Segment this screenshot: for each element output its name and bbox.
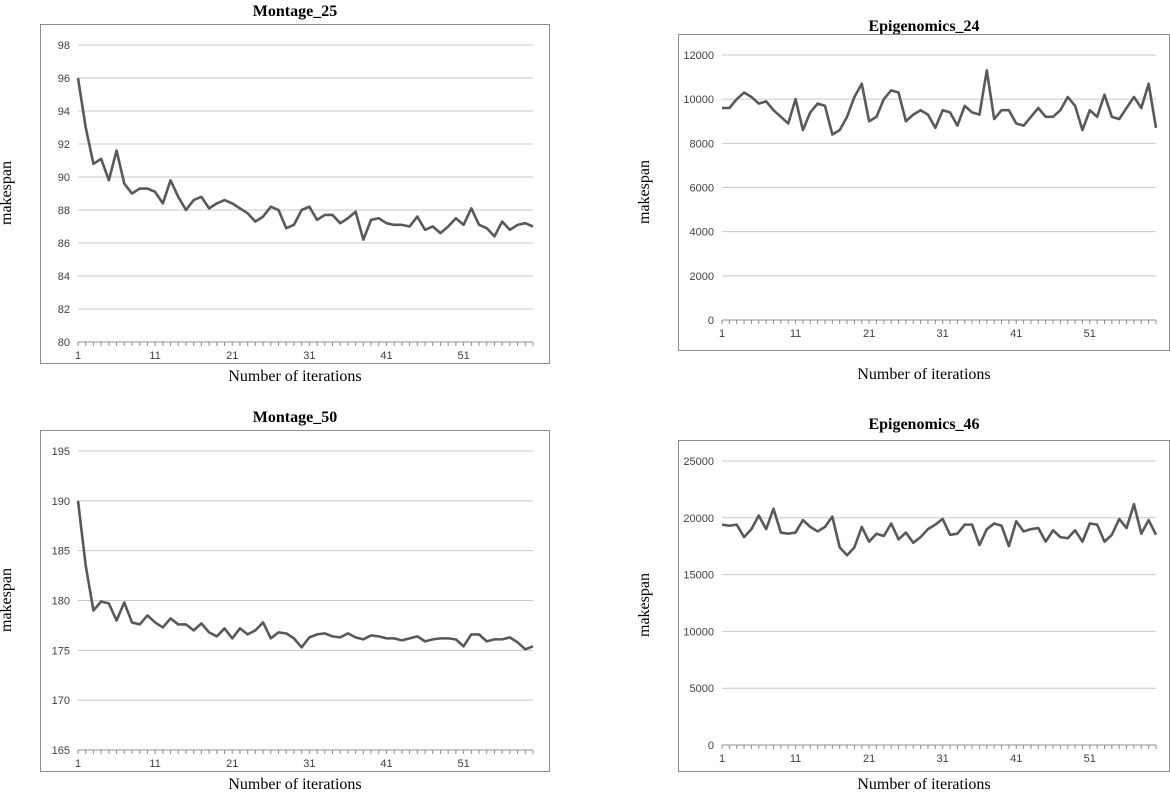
chart-1-title: Montage_25	[252, 3, 338, 20]
chart-2-x-tick-label: 21	[863, 328, 875, 340]
chart-1-y-tick-label: 88	[58, 205, 70, 217]
chart-1-x-tick-label: 11	[149, 350, 160, 362]
chart-1-x-tick-label: 1	[75, 350, 81, 362]
chart-3-x-tick-label: 31	[303, 758, 315, 770]
chart-3-y-tick-label: 190	[52, 496, 70, 508]
chart-1-x-axis-label: Number of iterations	[228, 368, 362, 385]
chart-4-series-line	[721, 502, 1158, 557]
chart-2-x-tick-label: 11	[790, 328, 801, 340]
chart-3-y-tick-label: 170	[52, 695, 70, 707]
chart-1-y-axis-label: makespan	[0, 161, 15, 225]
chart-2-x-tick-label: 31	[937, 328, 949, 340]
chart-2-x-tick-label: 1	[719, 328, 725, 340]
chart-2-y-tick-label: 2000	[690, 271, 714, 283]
chart-3-y-tick-label: 195	[52, 446, 70, 458]
chart-4-x-tick-label: 11	[790, 753, 801, 765]
chart-4-x-tick-label: 41	[1010, 753, 1022, 765]
chart-4-y-tick-label: 0	[708, 740, 714, 752]
chart-3-x-tick-label: 21	[226, 758, 238, 770]
chart-4-y-tick-label: 10000	[683, 626, 714, 638]
chart-4-y-tick-label: 5000	[690, 683, 714, 695]
chart-3-x-axis-label: Number of iterations	[228, 776, 362, 793]
chart-1-x-tick-label: 21	[226, 350, 238, 362]
chart-4-x-tick-label: 1	[719, 753, 725, 765]
chart-3-x-tick-label: 51	[457, 758, 469, 770]
chart-3-y-tick-label: 185	[52, 546, 70, 558]
chart-2-series-line	[722, 69, 1158, 136]
chart-2-y-tick-label: 4000	[690, 227, 714, 239]
chart-2-y-tick-label: 0	[708, 315, 714, 327]
chart-4-title: Epigenomics_46	[868, 416, 980, 433]
chart-3-y-tick-label: 180	[52, 596, 70, 608]
chart-4-x-tick-label: 51	[1084, 753, 1096, 765]
chart-3-y-tick-label: 165	[52, 745, 70, 757]
chart-3-y-axis-label: makespan	[0, 568, 15, 632]
chart-4-x-axis-label: Number of iterations	[857, 776, 991, 793]
chart-2-y-tick-label: 10000	[683, 94, 714, 106]
chart-2-frame: 0 2000 4000 6000 8000 10000 12000 1 11 21 31 41 51	[678, 34, 1170, 351]
chart-1-x-tick-label: 31	[303, 350, 315, 362]
chart-1-y-tick-label: 86	[58, 238, 70, 250]
chart-1-y-tick-label: 90	[58, 172, 70, 184]
chart-1-y-tick-label: 80	[58, 337, 70, 349]
chart-4-y-tick-label: 15000	[683, 570, 714, 582]
chart-3-y-tick-label: 175	[52, 645, 70, 657]
chart-3-frame: 165 170 175 180 185 190 195 1 11 21 31 41 51	[40, 430, 550, 772]
chart-2-y-tick-label: 8000	[690, 138, 714, 150]
chart-1-series-line	[76, 77, 534, 241]
chart-4-y-tick-label: 25000	[683, 456, 714, 468]
chart-2-y-tick-label: 6000	[690, 183, 714, 195]
chart-1-y-tick-label: 82	[58, 304, 70, 316]
chart-1-y-tick-label: 94	[58, 106, 70, 118]
chart-4-y-axis-label: makespan	[636, 573, 653, 637]
chart-1-y-tick-label: 98	[58, 40, 70, 52]
chart-2-x-axis-label: Number of iterations	[857, 366, 991, 383]
chart-2-title: Epigenomics_24	[868, 18, 980, 35]
chart-1-y-tick-label: 92	[58, 139, 70, 151]
chart-3-series-line	[76, 500, 534, 651]
chart-4-x-tick-label: 31	[937, 753, 949, 765]
chart-3-x-tick-label: 1	[75, 758, 81, 770]
chart-4-x-tick-label: 21	[863, 753, 875, 765]
chart-1-y-tick-label: 84	[58, 271, 70, 283]
chart-2-x-tick-label: 51	[1084, 328, 1096, 340]
chart-1-x-tick-label: 51	[457, 350, 469, 362]
chart-4-frame: 0 5000 10000 15000 20000 25000 1 11 21 31 41 51	[678, 440, 1170, 772]
chart-1-frame: 80 82 84 86 88 90 92 94 96 98 1 11 21 31 41 51	[40, 24, 550, 364]
chart-1-y-tick-label: 96	[58, 73, 70, 85]
chart-4-y-tick-label: 20000	[683, 513, 714, 525]
chart-3-title: Montage_50	[252, 409, 338, 426]
chart-2-x-tick-label: 41	[1010, 328, 1022, 340]
chart-2-y-tick-label: 12000	[683, 50, 714, 62]
chart-2-y-axis-label: makespan	[636, 159, 653, 224]
chart-3-x-tick-label: 11	[149, 758, 160, 770]
chart-1-x-tick-label: 41	[380, 350, 392, 362]
chart-3-x-tick-label: 41	[380, 758, 392, 770]
